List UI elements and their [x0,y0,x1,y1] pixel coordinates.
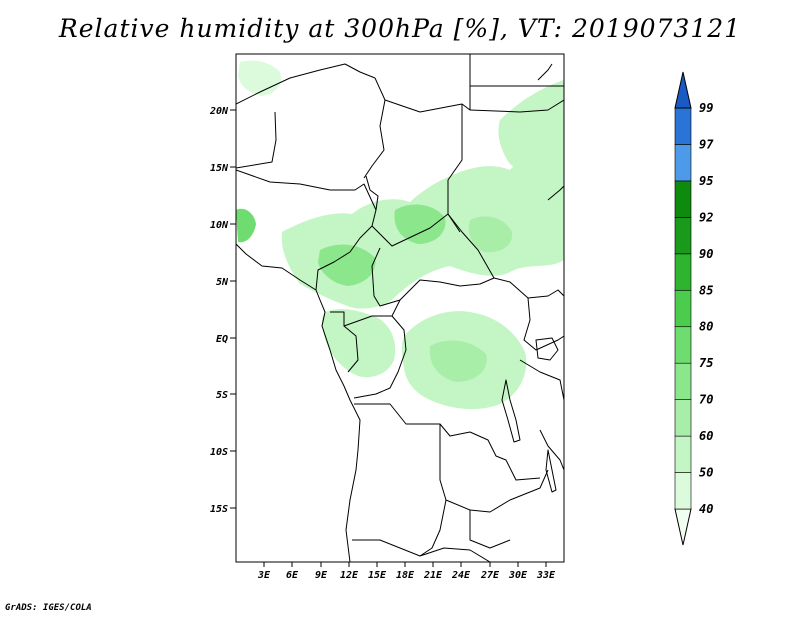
lat-tick-label: 5N [216,277,229,288]
chad-sudan-border [447,104,463,233]
humidity-core-1 [318,244,376,286]
humidity-region-gabon [322,309,396,378]
humidity-core-4 [468,216,513,253]
grads-credit: GrADS: IGES/COLA [5,603,92,613]
namibia-angola [419,547,491,562]
colorbar-box [674,107,692,145]
niger-nigeria-border [236,169,377,227]
cameroon-tail [365,175,379,211]
lon-tick-label: 27E [480,570,500,581]
drc-south-border [354,403,541,481]
colorbar-label: 99 [699,101,713,115]
colorbar-label: 40 [699,502,713,516]
angola-zambia-border [352,424,447,557]
congo-gabon-border [330,299,401,327]
lon-tick-label: 15E [368,570,387,581]
uganda-kenya [523,297,564,351]
humidity-core-5 [236,208,256,243]
map-title: Relative humidity at 300hPa [%], VT: 201… [58,14,742,43]
colorbar-label: 95 [699,174,713,188]
colorbar-label: 60 [699,429,713,443]
lat-tick-label: 10N [210,220,229,231]
zambia-malawi [469,510,511,549]
libya-chad-border [384,54,471,113]
colorbar-box [674,289,692,328]
colorbar-label: 50 [699,466,713,480]
lon-tick-label: 12E [340,570,359,581]
colorbar-box [674,326,692,364]
colorbar-low-triangle [674,508,692,546]
lon-tick-label: 9E [315,570,328,581]
west-africa-coast [236,243,361,562]
lon-tick-label: 33E [536,570,556,581]
colorbar: 40 50 60 70 75 80 85 90 92 95 97 99 [674,71,714,546]
colorbar-label: 97 [699,137,714,151]
algeria-niger-border [236,63,376,105]
humidity-region-northwest [238,60,282,96]
red-sea-coast [537,63,553,81]
map-frame [235,53,565,563]
drc-congo-river [353,315,407,399]
colorbar-box [674,399,692,437]
colorbar-box [674,144,692,182]
colorbar-box [674,217,692,255]
sudan-south-border [493,277,564,299]
ethiopia-border [547,185,564,201]
lon-tick-label: 24E [451,570,471,581]
lon-tick-label: 21E [423,570,443,581]
lat-tick-label: 5S [216,390,228,401]
latitude-axis: 20N 15N 10N 5N EQ 5S 10S 15S [209,106,236,515]
colorbar-box [674,362,692,400]
lon-tick-label: 30E [508,570,528,581]
zambia-east [445,469,549,513]
colorbar-label: 92 [699,210,713,224]
lon-tick-label: 18E [396,570,415,581]
mali-niger-border [236,111,277,169]
gabon-congo-inner [343,325,359,373]
colorbar-high-triangle [674,71,692,109]
lat-tick-label: 15S [210,504,228,515]
lat-tick-label: 15N [210,163,229,174]
lat-tick-label: 20N [209,106,229,117]
lake-malawi [545,449,557,493]
colorbar-label: 70 [699,393,713,407]
colorbar-label: 75 [699,356,713,370]
mozambique-border [539,429,564,471]
colorbar-label: 90 [699,247,713,261]
niger-chad-border [363,77,386,179]
tanzania-border [519,359,564,401]
colorbar-label: 85 [699,283,713,297]
lake-tanganyika [501,379,521,443]
lat-tick-label: 10S [210,447,228,458]
sudan-inner [469,99,564,113]
humidity-core-2 [394,204,446,244]
colorbar-box [674,253,692,291]
country-borders [236,54,564,562]
humidity-region-northeast [498,80,564,182]
colorbar-label: 80 [699,320,713,334]
car-border [371,213,495,307]
humidity-core-3 [429,340,487,382]
colorbar-box [674,472,692,510]
humidity-shading [236,60,564,410]
lake-victoria [535,337,559,361]
lat-tick-label: EQ [216,334,228,345]
lon-tick-label: 6E [286,570,299,581]
lon-tick-label: 3E [257,570,271,581]
colorbar-box [674,180,692,218]
nigeria-cameroon-border [315,225,373,291]
longitude-axis: 3E 6E 9E 12E 15E 18E 21E 24E 27E 30E 33E [257,562,556,581]
colorbar-box [674,435,692,473]
